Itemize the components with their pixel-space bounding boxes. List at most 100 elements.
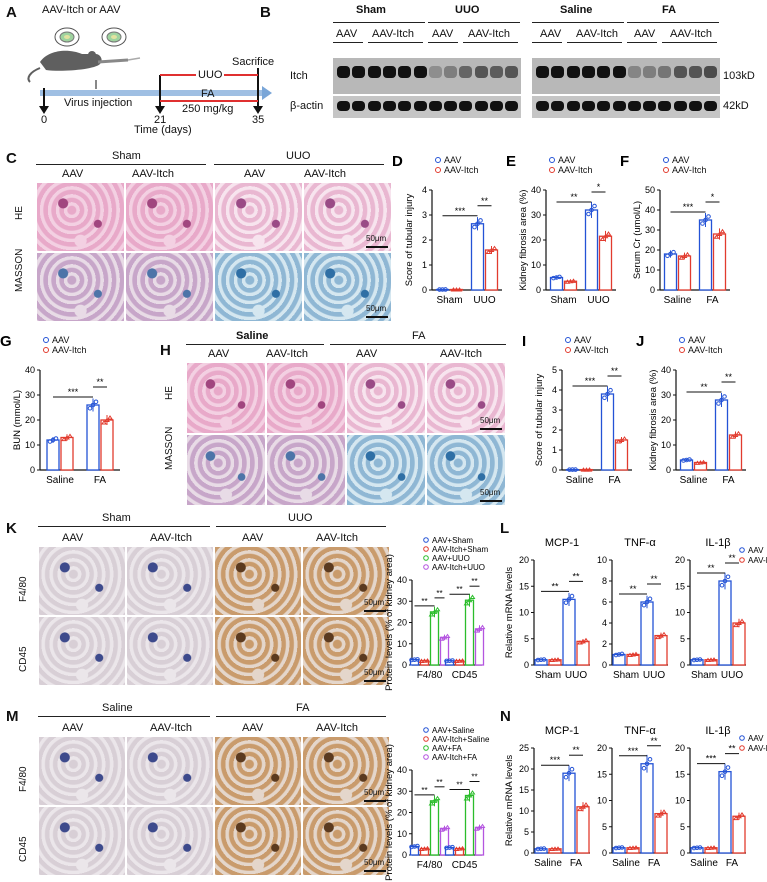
uuo-label: UUO bbox=[196, 69, 225, 81]
data-point bbox=[719, 582, 725, 588]
data-point bbox=[716, 401, 721, 406]
time-axis-label: Time (days) bbox=[134, 124, 192, 136]
y-tick-label: 0 bbox=[402, 660, 407, 670]
y-tick-label: 4 bbox=[422, 185, 427, 195]
legend-label: AAV-Itch bbox=[748, 744, 767, 753]
data-point bbox=[538, 846, 544, 852]
data-point bbox=[716, 231, 723, 236]
y-tick-label: 0 bbox=[524, 660, 529, 670]
h-col-1: AAV bbox=[208, 348, 230, 360]
scale-bar bbox=[364, 680, 386, 682]
sig-label: ** bbox=[436, 589, 442, 598]
scale-bar bbox=[364, 610, 386, 612]
legend-marker bbox=[739, 557, 745, 563]
c-col-4: AAV-Itch bbox=[304, 168, 346, 180]
chart-title: TNF-α bbox=[624, 537, 656, 549]
data-point bbox=[447, 658, 452, 664]
data-point bbox=[706, 214, 711, 219]
bar bbox=[584, 209, 599, 291]
y-tick-label: 5 bbox=[680, 634, 685, 644]
tick-35: 35 bbox=[252, 114, 265, 126]
histology-image bbox=[302, 736, 390, 806]
legend-marker bbox=[565, 347, 571, 353]
legend-label: AAV+UUO bbox=[432, 554, 470, 563]
actin-band bbox=[428, 101, 442, 111]
h-col-3: AAV bbox=[356, 348, 378, 360]
panel-label-l: L bbox=[500, 520, 510, 537]
sig-label: ** bbox=[471, 773, 477, 782]
histology-image bbox=[302, 616, 390, 686]
legend-label: AAV bbox=[748, 734, 764, 743]
legend-marker bbox=[43, 347, 49, 353]
y-tick-label: 30 bbox=[397, 596, 407, 606]
data-point bbox=[104, 417, 110, 422]
k-top-uuo: UUO bbox=[288, 512, 313, 524]
x-tick-label: FA bbox=[94, 475, 107, 486]
data-point bbox=[711, 845, 717, 850]
m-top-fa: FA bbox=[296, 702, 310, 714]
bar bbox=[576, 640, 590, 666]
legend-marker bbox=[435, 157, 441, 163]
y-tick-label: 0 bbox=[666, 465, 671, 475]
data-point bbox=[444, 845, 449, 851]
itch-band bbox=[627, 66, 641, 78]
actin-band bbox=[689, 101, 702, 111]
k-col-3: AAV bbox=[242, 532, 264, 544]
sig-label: ** bbox=[728, 744, 736, 754]
panel-label-k: K bbox=[6, 520, 17, 537]
data-point bbox=[694, 657, 700, 663]
y-tick-label: 30 bbox=[25, 390, 35, 400]
x-tick-label: FA bbox=[570, 858, 583, 869]
scale-label: 50μm bbox=[364, 598, 385, 607]
histology-image bbox=[302, 806, 390, 876]
data-point bbox=[456, 287, 463, 292]
bar bbox=[718, 580, 732, 666]
scale-label: 50μm bbox=[366, 304, 387, 313]
histology-image bbox=[214, 616, 302, 686]
data-point bbox=[431, 798, 438, 803]
legend-label: AAV-Itch bbox=[748, 556, 767, 565]
data-point bbox=[437, 287, 442, 292]
sig-label: *** bbox=[706, 754, 717, 764]
bar bbox=[677, 255, 692, 291]
legend-label: AAV-Itch bbox=[574, 345, 608, 355]
bar bbox=[565, 468, 580, 471]
legend-marker bbox=[423, 564, 429, 570]
data-point bbox=[573, 467, 578, 472]
actin-band bbox=[398, 101, 412, 111]
data-point bbox=[93, 399, 99, 405]
data-point bbox=[735, 430, 742, 436]
data-point bbox=[586, 211, 591, 217]
x-tick-label: UUO bbox=[587, 295, 609, 306]
data-point bbox=[450, 287, 457, 292]
actin-band bbox=[413, 101, 427, 111]
scale-label: 50μm bbox=[480, 488, 501, 497]
data-point bbox=[708, 845, 714, 850]
data-point bbox=[535, 846, 541, 852]
data-point bbox=[469, 594, 476, 599]
sig-label: ** bbox=[650, 736, 658, 746]
legend-marker bbox=[423, 736, 429, 742]
histology-image bbox=[126, 806, 214, 876]
histology-image bbox=[126, 616, 214, 686]
bar bbox=[429, 800, 440, 856]
itch-band bbox=[612, 66, 626, 78]
actin-band bbox=[444, 101, 458, 111]
sig-label: ** bbox=[700, 382, 708, 392]
panel-label: G bbox=[0, 333, 12, 350]
data-point bbox=[644, 599, 650, 605]
data-point bbox=[608, 387, 613, 393]
chart-title: MCP-1 bbox=[545, 537, 579, 549]
bar bbox=[728, 434, 743, 471]
sig-label: ** bbox=[629, 584, 637, 594]
y-tick-label: 20 bbox=[597, 743, 607, 753]
y-axis-label: BUN (mmol/L) bbox=[12, 390, 23, 450]
y-tick-label: 20 bbox=[397, 618, 407, 628]
histology-image bbox=[36, 252, 125, 322]
y-tick-label: 15 bbox=[675, 769, 685, 779]
data-point bbox=[708, 657, 714, 662]
legend-marker bbox=[423, 555, 429, 561]
legend-label: AAV+Sham bbox=[432, 536, 473, 545]
bar bbox=[464, 794, 475, 856]
data-point bbox=[697, 460, 704, 465]
